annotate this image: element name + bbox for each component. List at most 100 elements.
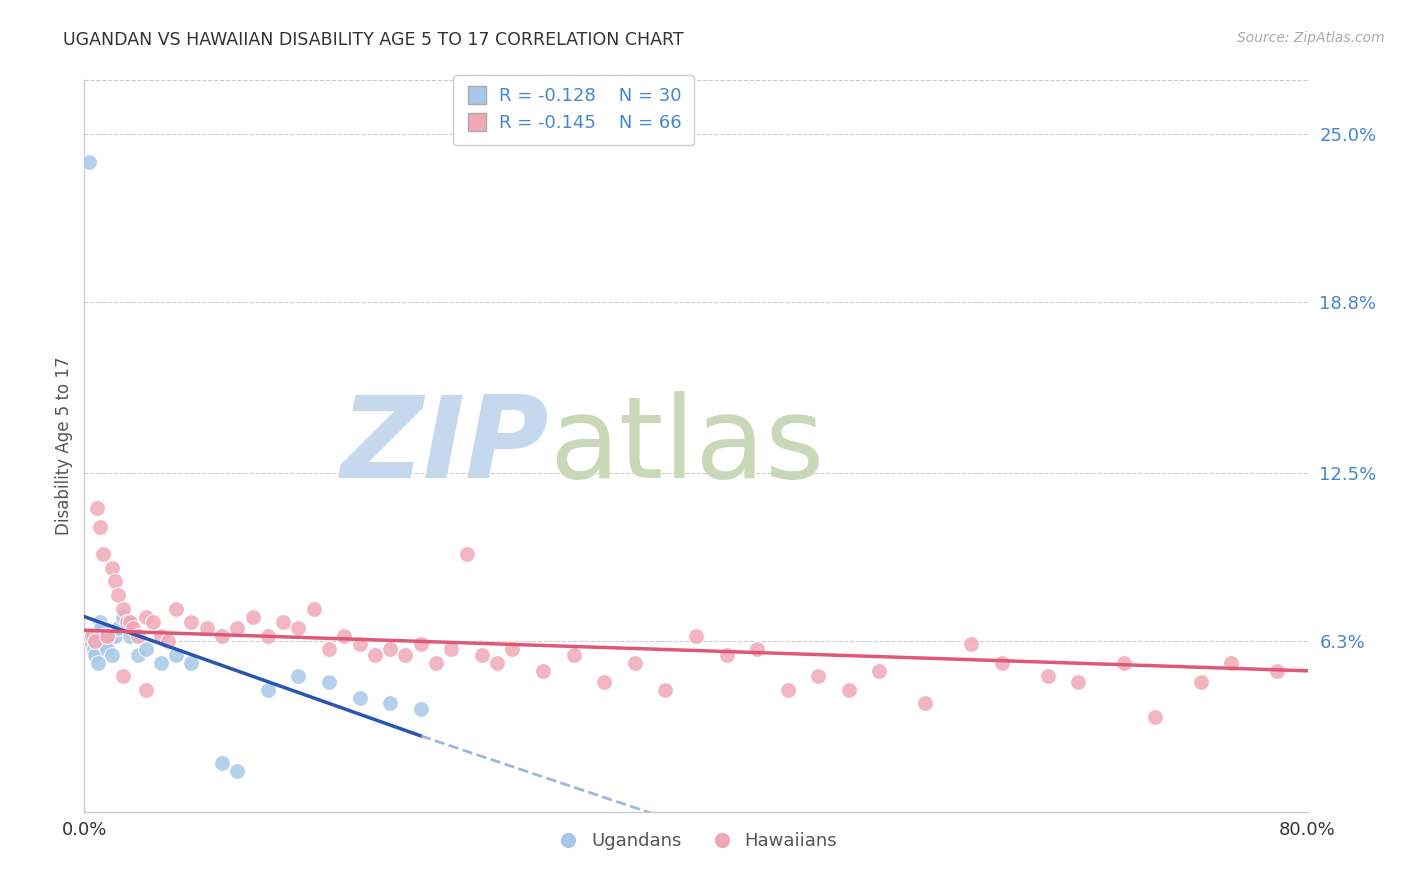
Point — [456, 547, 478, 561]
Point — [90, 620, 112, 634]
Point — [409, 702, 432, 716]
Point — [120, 629, 142, 643]
Point — [807, 669, 830, 683]
Point — [562, 648, 585, 662]
Point — [257, 682, 280, 697]
Point — [180, 656, 202, 670]
Point — [1114, 656, 1136, 670]
Point — [776, 682, 799, 697]
Point — [1220, 656, 1243, 670]
Point — [87, 656, 110, 670]
Point — [1265, 664, 1288, 678]
Point — [83, 642, 105, 657]
Point — [960, 637, 983, 651]
Point — [440, 642, 463, 657]
Text: UGANDAN VS HAWAIIAN DISABILITY AGE 5 TO 17 CORRELATION CHART: UGANDAN VS HAWAIIAN DISABILITY AGE 5 TO … — [63, 31, 683, 49]
Point — [471, 648, 494, 662]
Point — [624, 656, 647, 670]
Point — [122, 620, 145, 634]
Point — [318, 674, 340, 689]
Point — [1036, 669, 1059, 683]
Point — [318, 642, 340, 657]
Point — [80, 637, 103, 651]
Point — [195, 620, 218, 634]
Point — [394, 648, 416, 662]
Point — [84, 634, 107, 648]
Point — [111, 609, 134, 624]
Y-axis label: Disability Age 5 to 17: Disability Age 5 to 17 — [55, 357, 73, 535]
Point — [211, 756, 233, 770]
Point — [349, 637, 371, 651]
Point — [349, 690, 371, 705]
Point — [380, 697, 402, 711]
Point — [364, 648, 387, 662]
Point — [96, 629, 118, 643]
Point — [120, 615, 142, 629]
Point — [287, 669, 309, 683]
Point — [1143, 710, 1166, 724]
Point — [104, 629, 127, 643]
Text: ZIP: ZIP — [340, 391, 550, 501]
Point — [135, 682, 157, 697]
Point — [89, 615, 111, 629]
Point — [593, 674, 616, 689]
Point — [107, 620, 129, 634]
Point — [747, 642, 769, 657]
Point — [142, 615, 165, 629]
Point — [149, 629, 172, 643]
Point — [838, 682, 860, 697]
Point — [242, 609, 264, 624]
Point — [333, 629, 356, 643]
Point — [104, 574, 127, 589]
Point — [86, 501, 108, 516]
Point — [1067, 674, 1090, 689]
Point — [135, 609, 157, 624]
Point — [96, 642, 118, 657]
Point — [157, 634, 180, 648]
Point — [425, 656, 447, 670]
Point — [226, 764, 249, 778]
Point — [127, 648, 149, 662]
Point — [1189, 674, 1212, 689]
Point — [211, 629, 233, 643]
Point — [271, 615, 294, 629]
Point — [86, 629, 108, 643]
Point — [111, 669, 134, 683]
Point — [91, 629, 114, 643]
Point — [111, 601, 134, 615]
Point — [302, 601, 325, 615]
Point — [380, 642, 402, 657]
Text: atlas: atlas — [550, 391, 824, 501]
Point — [80, 629, 103, 643]
Point — [654, 682, 676, 697]
Point — [165, 648, 187, 662]
Text: Source: ZipAtlas.com: Source: ZipAtlas.com — [1237, 31, 1385, 45]
Point — [287, 620, 309, 634]
Point — [89, 520, 111, 534]
Point — [257, 629, 280, 643]
Point — [101, 561, 124, 575]
Point — [685, 629, 707, 643]
Point — [165, 601, 187, 615]
Point — [486, 656, 509, 670]
Point — [135, 642, 157, 657]
Point — [107, 588, 129, 602]
Point — [79, 629, 101, 643]
Point — [914, 697, 936, 711]
Point — [96, 629, 118, 643]
Point — [531, 664, 554, 678]
Point — [93, 637, 115, 651]
Legend: Ugandans, Hawaiians: Ugandans, Hawaiians — [547, 825, 845, 857]
Point — [91, 547, 114, 561]
Point — [84, 648, 107, 662]
Point — [127, 629, 149, 643]
Point — [101, 648, 124, 662]
Point — [409, 637, 432, 651]
Point — [869, 664, 891, 678]
Point — [226, 620, 249, 634]
Point — [180, 615, 202, 629]
Point — [149, 656, 172, 670]
Point — [716, 648, 738, 662]
Point — [77, 154, 100, 169]
Point — [115, 615, 138, 629]
